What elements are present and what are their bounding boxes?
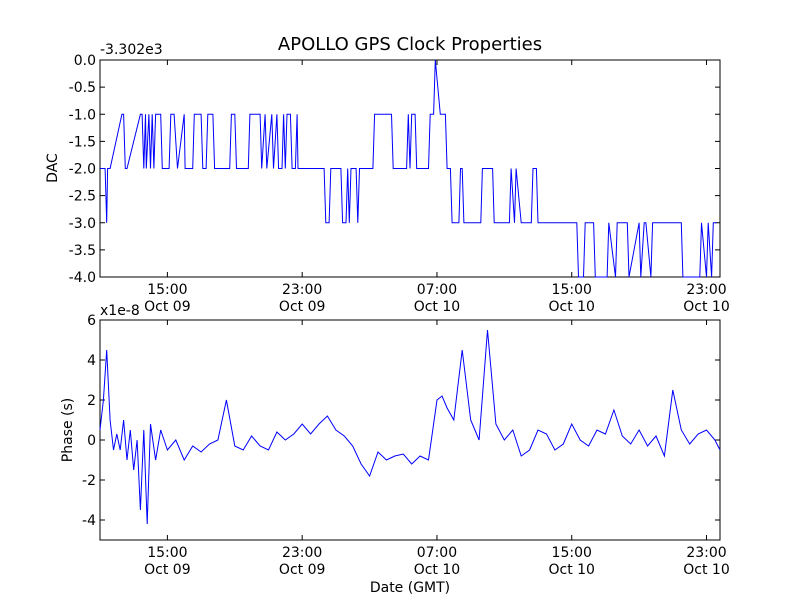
dac-x-tick-date: Oct 10 [683, 299, 729, 315]
dac-y-tick-label: -2.5 [69, 189, 96, 205]
phase-y-axis-label: Phase (s) [60, 398, 76, 462]
dac-x-tick-time: 23:00 [686, 282, 726, 298]
dac-x-tick-date: Oct 10 [414, 299, 460, 315]
dac-y-tick-label: -1.0 [69, 107, 96, 123]
phase-y-tick-label: 2 [87, 393, 96, 409]
phase-y-tick-label: 0 [87, 433, 96, 449]
dac-y-tick-label: -4.0 [69, 270, 96, 286]
phase-x-tick-date: Oct 09 [279, 562, 325, 578]
phase-x-tick-time: 15:00 [147, 545, 187, 561]
dac-y-axis-label: DAC [45, 153, 61, 183]
phase-x-tick-time: 07:00 [417, 545, 457, 561]
phase-y-tick-label: 4 [87, 353, 96, 369]
phase-y-tick-label: -2 [82, 473, 96, 489]
phase-offset-text: x1e-8 [100, 303, 140, 319]
dac-y-tick-label: -3.0 [69, 216, 96, 232]
chart-title: APOLLO GPS Clock Properties [278, 34, 542, 55]
phase-x-tick-date: Oct 10 [414, 562, 460, 578]
x-axis-label: Date (GMT) [370, 580, 450, 596]
phase-x-tick-date: Oct 10 [548, 562, 594, 578]
dac-y-tick-label: -1.5 [69, 134, 96, 150]
dac-panel: -3.302e3 DAC 0.0 -0.5 -1.0 -1.5 -2.0 -2.5 -3.0… [45, 42, 730, 315]
dac-x-tick-date: Oct 09 [144, 299, 190, 315]
dac-x-tick-time: 15:00 [552, 282, 592, 298]
phase-series-line [99, 329, 721, 525]
phase-x-tick-date: Oct 09 [144, 562, 190, 578]
phase-x-tick-date: Oct 10 [683, 562, 729, 578]
dac-x-tick-time: 15:00 [147, 282, 187, 298]
dac-x-tick-time: 07:00 [417, 282, 457, 298]
phase-y-tick-label: -4 [82, 513, 96, 529]
dac-y-tick-label: 0.0 [74, 53, 96, 69]
dac-y-tick-label: -3.5 [69, 243, 96, 259]
phase-x-tick-time: 23:00 [686, 545, 726, 561]
dac-x-tick-date: Oct 10 [548, 299, 594, 315]
phase-x-tick-time: 15:00 [552, 545, 592, 561]
dac-x-tick-date: Oct 09 [279, 299, 325, 315]
dac-x-tick-time: 23:00 [282, 282, 322, 298]
dac-offset-text: -3.302e3 [100, 42, 163, 58]
dac-series-line [100, 59, 717, 278]
phase-x-tick-time: 23:00 [282, 545, 322, 561]
phase-axes-frame [99, 319, 721, 541]
dac-y-tick-label: -0.5 [69, 80, 96, 96]
phase-y-tick-label: 6 [87, 313, 96, 329]
dac-y-tick-label: -2.0 [69, 162, 96, 178]
